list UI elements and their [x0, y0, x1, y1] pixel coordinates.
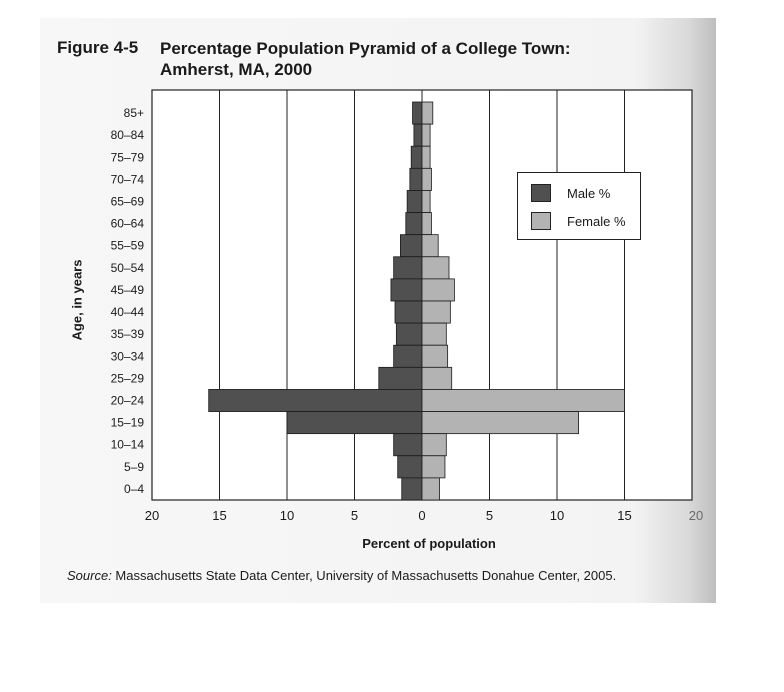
- legend-label-female: Female %: [567, 213, 626, 229]
- legend-label-male: Male %: [567, 185, 611, 201]
- y-tick-label-0-4: 0–4: [124, 482, 144, 496]
- bar-female-55-59: [421, 234, 439, 258]
- bar-male-10-14: [393, 433, 423, 457]
- y-tick-label-85+: 85+: [124, 106, 144, 120]
- x-tick-labels: 20 15 10 5 0 5 10 15 20: [145, 508, 703, 523]
- y-tick-label-70-74: 70–74: [111, 172, 145, 186]
- y-tick-label-45-49: 45–49: [111, 283, 145, 297]
- bar-female-75-79: [421, 145, 431, 169]
- bar-female-60-64: [421, 212, 432, 236]
- bar-male-40-44: [394, 300, 423, 324]
- x-tick-label-10: 10: [550, 508, 564, 523]
- y-tick-label-75-79: 75–79: [111, 150, 145, 164]
- x-tick-label-m5: 5: [351, 508, 358, 523]
- bar-male-25-29: [378, 366, 423, 390]
- x-tick-label-0: 0: [418, 508, 425, 523]
- bar-female-15-19: [421, 411, 580, 435]
- source-prefix: Source:: [67, 568, 112, 583]
- y-tick-labels: 85+ 80–84 75–79 70–74 65–69 60–64 55–59 50–54 45…: [111, 106, 145, 496]
- figure-title-line-1: Percentage Population Pyramid of a Colle…: [160, 39, 571, 58]
- x-tick-label-5: 5: [486, 508, 493, 523]
- y-tick-label-30-34: 30–34: [111, 349, 145, 363]
- y-tick-label-5-9: 5–9: [124, 460, 144, 474]
- bar-female-5-9: [421, 455, 446, 479]
- bar-female-50-54: [421, 256, 450, 280]
- x-tick-label-m20: 20: [145, 508, 159, 523]
- x-tick-label-15: 15: [617, 508, 631, 523]
- legend-swatch-female: [531, 212, 551, 230]
- figure-title-line-2: Amherst, MA, 2000: [160, 60, 313, 79]
- bar-male-15-19: [286, 411, 423, 435]
- bar-male-60-64: [405, 212, 423, 236]
- legend-item-female: Female %: [531, 211, 626, 231]
- source-note: Source: Massachusetts State Data Center,…: [67, 568, 616, 583]
- y-tick-label-25-29: 25–29: [111, 371, 145, 385]
- x-tick-label-m10: 10: [280, 508, 294, 523]
- bar-male-30-34: [393, 344, 423, 368]
- y-tick-label-50-54: 50–54: [111, 261, 145, 275]
- bar-male-65-69: [406, 190, 423, 213]
- x-tick-label-20: 20: [689, 508, 703, 523]
- y-tick-label-40-44: 40–44: [111, 305, 145, 319]
- bar-female-40-44: [421, 300, 451, 324]
- bar-female-45-49: [421, 278, 455, 302]
- bar-male-50-54: [393, 256, 423, 280]
- legend: Male % Female %: [517, 172, 641, 240]
- bar-male-55-59: [399, 234, 423, 258]
- bar-female-85+: [421, 101, 434, 125]
- y-axis-label: Age, in years: [69, 259, 85, 341]
- legend-item-male: Male %: [531, 183, 610, 203]
- source-text: Massachusetts State Data Center, Univers…: [111, 568, 617, 583]
- y-tick-label-60-64: 60–64: [111, 217, 145, 231]
- bar-female-20-24: [421, 389, 625, 412]
- bar-female-10-14: [421, 433, 447, 457]
- bar-male-80-84: [413, 123, 423, 147]
- bar-female-65-69: [421, 190, 431, 213]
- y-tick-label-35-39: 35–39: [111, 327, 145, 341]
- bar-male-75-79: [410, 145, 423, 169]
- bar-female-80-84: [421, 123, 431, 147]
- bar-female-30-34: [421, 344, 449, 368]
- y-tick-label-80-84: 80–84: [111, 128, 145, 142]
- x-axis-label: Percent of population: [362, 536, 496, 551]
- legend-swatch-male: [531, 184, 551, 202]
- bar-female-35-39: [421, 322, 447, 346]
- figure-label: Figure 4-5: [57, 38, 139, 57]
- y-tick-label-55-59: 55–59: [111, 239, 145, 253]
- bar-male-0-4: [401, 477, 423, 501]
- figure-title: Percentage Population Pyramid of a Colle…: [160, 38, 620, 80]
- y-tick-label-15-19: 15–19: [111, 416, 145, 430]
- bar-male-5-9: [397, 455, 423, 479]
- bars: [208, 101, 625, 501]
- y-tick-label-10-14: 10–14: [111, 438, 145, 452]
- bar-male-35-39: [395, 322, 423, 346]
- bar-male-45-49: [390, 278, 423, 302]
- y-tick-label-20-24: 20–24: [111, 394, 145, 408]
- bar-male-85+: [412, 101, 423, 125]
- bar-female-70-74: [421, 167, 432, 191]
- x-tick-label-m15: 15: [212, 508, 226, 523]
- y-tick-label-65-69: 65–69: [111, 195, 145, 209]
- bar-female-0-4: [421, 477, 440, 501]
- bar-male-70-74: [409, 167, 423, 191]
- bar-female-25-29: [421, 366, 453, 390]
- bar-male-20-24: [208, 389, 423, 412]
